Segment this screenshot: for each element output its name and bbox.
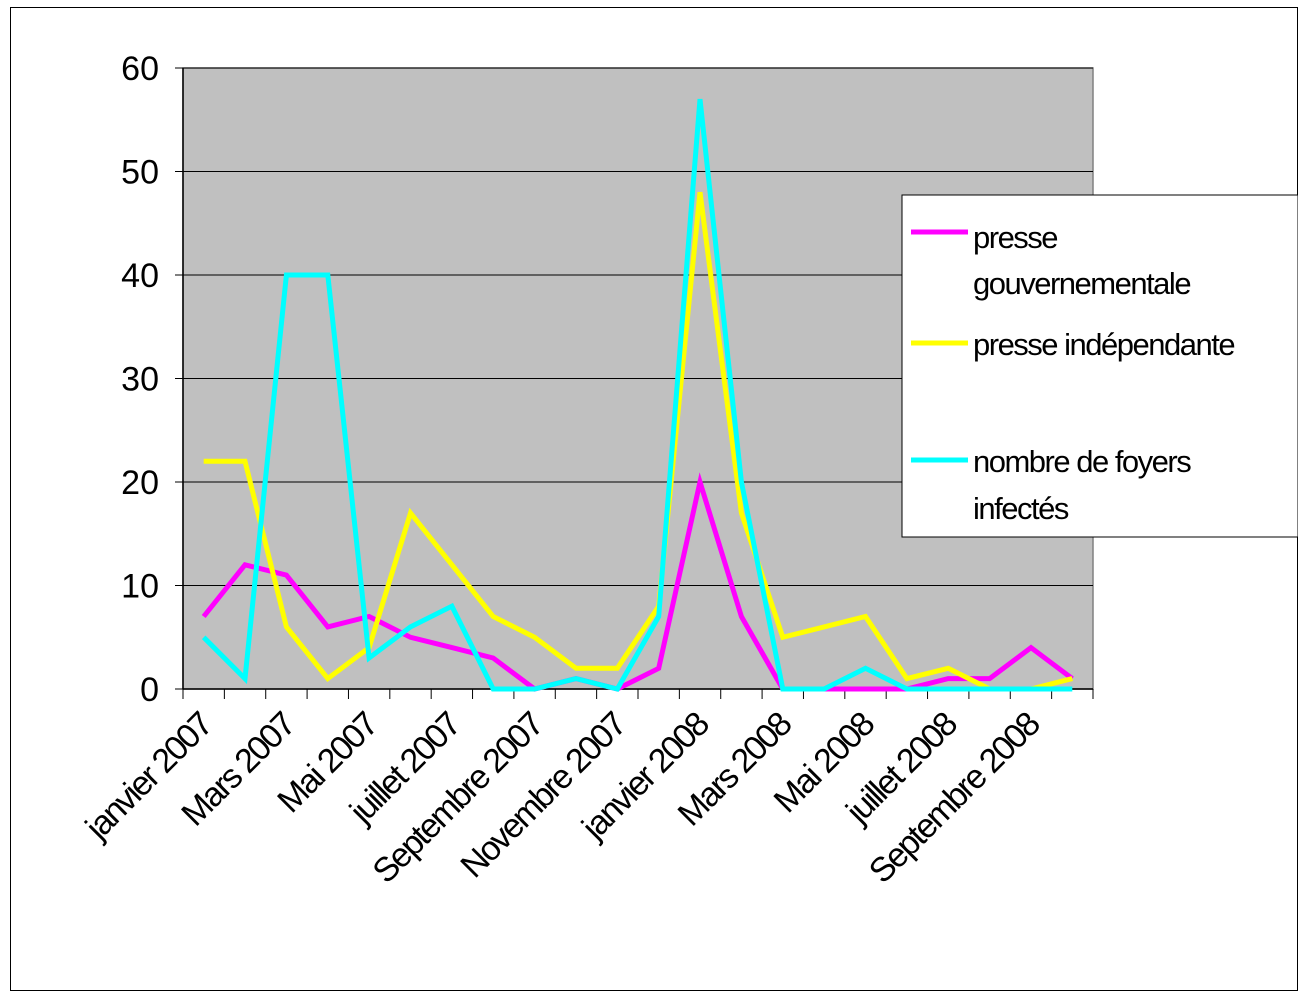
y-tick-label: 10 xyxy=(121,568,159,606)
legend: presse gouvernementale presse indépendante… xyxy=(901,194,1298,538)
legend-label: presse xyxy=(973,220,1057,255)
legend-label: gouvernementale xyxy=(973,266,1190,301)
y-tick-label: 50 xyxy=(121,154,159,192)
legend-label: presse indépendante xyxy=(973,327,1234,362)
series-line-0 xyxy=(201,472,1074,692)
y-axis-ticks: 0 10 20 30 40 50 60 xyxy=(121,50,183,709)
series-lines xyxy=(201,98,1074,692)
series-line-1 xyxy=(203,191,1073,692)
legend-label: nombre de foyers xyxy=(973,444,1191,479)
y-tick-label: 20 xyxy=(121,464,159,502)
legend-label: infectés xyxy=(973,491,1069,526)
y-tick-label: 30 xyxy=(121,361,159,399)
series-line-2 xyxy=(201,98,1073,692)
y-tick-label: 0 xyxy=(140,671,159,709)
legend-box xyxy=(901,194,1298,538)
y-tick-label: 40 xyxy=(121,257,159,295)
y-tick-label: 60 xyxy=(121,50,159,88)
